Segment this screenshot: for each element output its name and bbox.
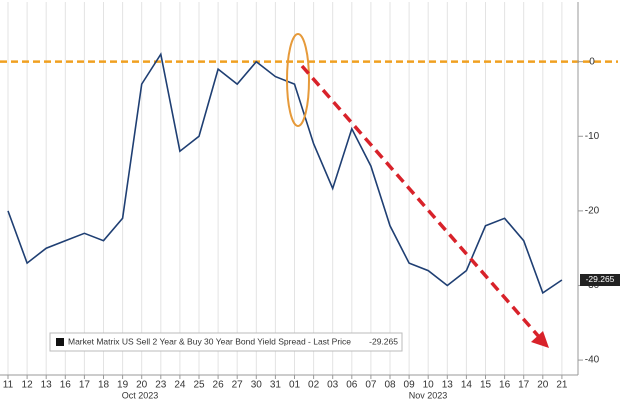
- legend-box: [49, 332, 403, 352]
- legend-label: Market Matrix US Sell 2 Year & Buy 30 Ye…: [68, 336, 351, 346]
- x-tick-label: 19: [117, 380, 129, 391]
- x-tick-label: 25: [193, 380, 205, 391]
- x-tick-label: 02: [308, 380, 320, 391]
- x-tick-label: 16: [499, 380, 511, 391]
- highlight-ellipse: [286, 33, 310, 127]
- x-tick-label: 15: [480, 380, 492, 391]
- x-tick-label: 17: [79, 380, 91, 391]
- last-price-label: -29.265: [586, 274, 615, 284]
- x-tick-label: 09: [404, 380, 416, 391]
- y-tick-label: -10: [585, 131, 600, 142]
- x-tick-label: 21: [556, 380, 568, 391]
- x-tick-label: 12: [22, 380, 34, 391]
- x-tick-label: 18: [98, 380, 110, 391]
- y-tick-label: -20: [585, 206, 600, 217]
- x-tick-label: 31: [270, 380, 282, 391]
- y-tick-label: -40: [585, 355, 600, 366]
- x-tick-label: 06: [346, 380, 358, 391]
- series-line: [7, 52, 563, 295]
- trend-arrow: [300, 64, 542, 340]
- last-price-box: [580, 273, 620, 286]
- x-tick-label: 20: [537, 380, 549, 391]
- x-tick-label: 13: [41, 380, 53, 391]
- x-tick-label: 07: [365, 380, 377, 391]
- arrow-head: [531, 331, 549, 348]
- x-tick-label: 23: [155, 380, 167, 391]
- month-label: Nov 2023: [409, 390, 448, 400]
- y-tick-label: 0: [589, 56, 595, 67]
- legend-swatch: [56, 338, 64, 346]
- x-tick-label: 13: [442, 380, 454, 391]
- x-tick-label: 24: [174, 380, 186, 391]
- x-tick-label: 08: [384, 380, 396, 391]
- x-tick-label: 10: [423, 380, 435, 391]
- x-tick-label: 20: [136, 380, 148, 391]
- plot: [7, 52, 563, 295]
- x-tick-label: 03: [327, 380, 339, 391]
- x-tick-label: 16: [60, 380, 72, 391]
- legend-value: -29.265: [369, 336, 398, 346]
- x-tick-label: 01: [289, 380, 301, 391]
- x-tick-label: 26: [213, 380, 225, 391]
- x-tick-label: 11: [3, 380, 14, 391]
- x-tick-label: 27: [232, 380, 244, 391]
- month-label: Oct 2023: [122, 390, 159, 400]
- x-tick-label: 17: [518, 380, 530, 391]
- x-tick-label: 14: [461, 380, 473, 391]
- x-tick-label: 30: [251, 380, 263, 391]
